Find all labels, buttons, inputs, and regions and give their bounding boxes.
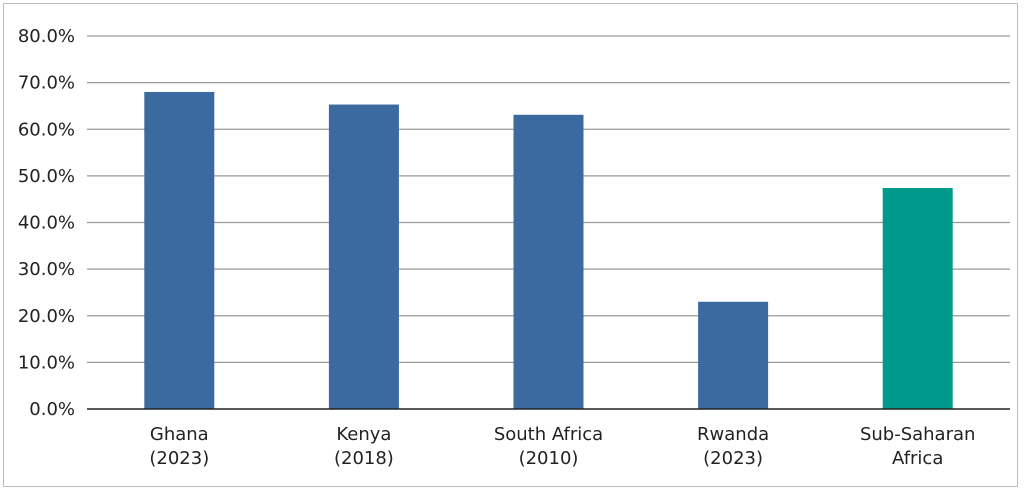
x-category-label-line: South Africa	[494, 424, 603, 445]
y-tick-label: 70.0%	[18, 73, 75, 94]
x-category-label: Sub-Saharan Africa	[860, 424, 976, 469]
x-category-label-line: Kenya	[336, 424, 391, 445]
x-category-label: South Africa (2010)	[494, 424, 603, 469]
x-category-label-line: Sub-Saharan	[860, 424, 976, 445]
x-category-label: Rwanda (2023)	[697, 424, 769, 469]
x-category-label: Ghana (2023)	[149, 424, 209, 469]
x-category-label-line: Ghana	[150, 424, 209, 445]
y-tick-label: 40.0%	[18, 213, 75, 234]
y-tick-label: 0.0%	[29, 399, 75, 420]
bars	[144, 91, 953, 409]
bar	[882, 187, 953, 409]
x-category-label-line: Africa	[892, 448, 943, 469]
y-tick-label: 80.0%	[18, 26, 75, 47]
x-category-label: Kenya (2018)	[334, 424, 394, 469]
y-tick-label: 20.0%	[18, 306, 75, 327]
bar	[144, 91, 215, 409]
y-axis-tick-labels: 0.0% 10.0% 20.0% 30.0% 40.0% 50.0% 60.0% 70.0% 8…	[18, 26, 75, 420]
x-axis-category-labels: Ghana (2023) Kenya (2018) South Africa (2010)…	[149, 424, 975, 469]
x-category-label-line: (2010)	[519, 448, 579, 469]
x-category-label-line: (2023)	[703, 448, 763, 469]
x-category-label-line: (2018)	[334, 448, 394, 469]
x-category-label-line: Rwanda	[697, 424, 769, 445]
y-tick-label: 60.0%	[18, 119, 75, 140]
bar	[328, 104, 399, 409]
x-category-label-line: (2023)	[149, 448, 209, 469]
y-tick-label: 10.0%	[18, 352, 75, 373]
y-tick-label: 30.0%	[18, 259, 75, 280]
bar	[698, 301, 769, 409]
bar	[513, 114, 584, 409]
y-tick-label: 50.0%	[18, 166, 75, 187]
